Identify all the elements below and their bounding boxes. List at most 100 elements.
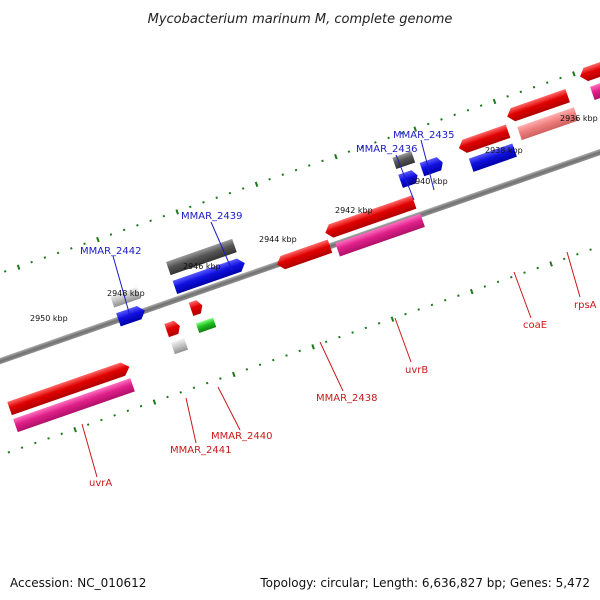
gene-label[interactable]: uvrB bbox=[405, 365, 428, 376]
scale-dot bbox=[523, 271, 526, 274]
scale-dot bbox=[506, 95, 509, 98]
gene-MMAR_2435[interactable] bbox=[419, 156, 445, 177]
scale-dot bbox=[272, 358, 275, 362]
scale-dot bbox=[30, 260, 33, 264]
lower-scale-dots bbox=[7, 248, 592, 454]
gene-coaE-blue[interactable] bbox=[468, 143, 517, 172]
gene-MMAR_2436-blue[interactable] bbox=[398, 169, 420, 188]
scale-dot bbox=[43, 256, 47, 259]
scale-dot bbox=[241, 187, 245, 190]
scale-dot bbox=[122, 228, 126, 232]
scale-dot bbox=[404, 312, 407, 316]
gene-MMAR_2440[interactable] bbox=[195, 317, 217, 333]
scale-major-tick bbox=[492, 98, 497, 105]
scale-dot bbox=[351, 331, 354, 334]
scale-dot bbox=[228, 191, 232, 195]
scale-dot bbox=[324, 340, 328, 343]
scale-dot bbox=[126, 409, 130, 413]
scale-dot bbox=[113, 414, 116, 417]
scale-dot bbox=[162, 214, 166, 218]
genome-strand-group bbox=[0, 56, 600, 454]
gene-coaE[interactable] bbox=[457, 124, 511, 155]
gene-label[interactable]: MMAR_2441 bbox=[170, 445, 232, 456]
gene-right-red[interactable] bbox=[578, 56, 600, 83]
scale-major-tick bbox=[152, 399, 157, 405]
tick-label: 2948 kbp bbox=[107, 289, 145, 298]
scale-dot bbox=[189, 205, 192, 209]
gene-label[interactable]: rpsA bbox=[574, 300, 597, 311]
scale-major-tick bbox=[311, 344, 315, 350]
scale-dot bbox=[562, 257, 566, 261]
scale-dot bbox=[7, 450, 11, 454]
scale-major-tick bbox=[96, 236, 100, 243]
scale-dot bbox=[589, 248, 592, 251]
scale-dot bbox=[20, 446, 24, 449]
gene-labels-top: MMAR_2435 MMAR_2436 MMAR_2439 MMAR_2442 bbox=[80, 130, 455, 257]
tick-label: 2944 kbp bbox=[259, 235, 297, 244]
scale-dot bbox=[496, 280, 500, 284]
scale-dot bbox=[532, 85, 536, 89]
scale-major-tick bbox=[334, 154, 338, 160]
tick-label: 2950 kbp bbox=[30, 314, 68, 323]
gene-label[interactable]: MMAR_2435 bbox=[393, 130, 455, 141]
gene-label[interactable]: uvrA bbox=[89, 478, 112, 489]
gene-MMAR_2438[interactable] bbox=[275, 239, 333, 272]
gene-MMAR_2439-blue[interactable] bbox=[172, 256, 247, 295]
gene-pink-uvrA[interactable] bbox=[13, 378, 135, 433]
gene-left-edge-blue[interactable] bbox=[0, 380, 2, 399]
scale-dot bbox=[387, 136, 390, 140]
gene-label[interactable]: MMAR_2439 bbox=[181, 211, 243, 222]
gene-MMAR_2442-blue[interactable] bbox=[116, 304, 147, 327]
scale-dot bbox=[457, 294, 460, 297]
gene-label[interactable]: MMAR_2436 bbox=[356, 144, 418, 155]
gene-rpsA[interactable] bbox=[505, 88, 570, 123]
scale-dot bbox=[139, 404, 143, 408]
scale-dot bbox=[47, 437, 50, 440]
scale-dot bbox=[440, 118, 443, 121]
gene-MMAR_2436[interactable] bbox=[392, 151, 416, 170]
gene-MMAR_2442-box[interactable] bbox=[110, 287, 141, 308]
scale-dot bbox=[466, 108, 470, 112]
gene-label[interactable]: MMAR_2440 bbox=[211, 431, 273, 442]
scale-dot bbox=[215, 196, 218, 199]
scale-dot bbox=[179, 391, 183, 394]
gene-rpsA-salmon[interactable] bbox=[517, 107, 579, 141]
accession-label: Accession: NC_010612 bbox=[10, 576, 146, 590]
scale-dot bbox=[453, 113, 456, 117]
scale-dot bbox=[509, 275, 513, 279]
gene-small-red-1[interactable] bbox=[164, 319, 182, 338]
gene-MMAR_2439[interactable] bbox=[166, 238, 237, 276]
tick-labels: 2936 kbp 2938 kbp 2940 kbp 2942 kbp 2944… bbox=[30, 114, 598, 323]
scale-dot bbox=[443, 299, 447, 302]
scale-dot bbox=[374, 141, 377, 144]
scale-major-tick bbox=[254, 181, 259, 188]
scale-major-tick bbox=[572, 71, 576, 77]
tick-label: 2946 kbp bbox=[183, 262, 221, 271]
gene-uvrB-pink[interactable] bbox=[335, 213, 425, 257]
tick-label: 2940 kbp bbox=[410, 177, 448, 186]
gene-label[interactable]: coaE bbox=[523, 320, 547, 331]
gene-small-red-2[interactable] bbox=[188, 299, 205, 316]
scale-major-tick bbox=[549, 261, 553, 267]
scale-dot bbox=[400, 131, 404, 135]
scale-dot bbox=[3, 270, 7, 273]
gene-MMAR_2441[interactable] bbox=[170, 338, 189, 355]
gene-uvrA[interactable] bbox=[7, 360, 132, 416]
scale-dot bbox=[545, 81, 549, 84]
tick-label: 2936 kbp bbox=[560, 114, 598, 123]
scale-dot bbox=[294, 168, 298, 172]
scale-major-tick bbox=[413, 126, 417, 132]
scale-dot bbox=[483, 285, 487, 288]
scale-major-tick bbox=[16, 264, 21, 270]
scale-major-tick bbox=[73, 426, 77, 433]
scale-dot bbox=[298, 349, 302, 353]
scale-dot bbox=[430, 303, 434, 307]
upper-scale-dots bbox=[3, 62, 600, 273]
scale-dot bbox=[149, 219, 152, 222]
gene-label[interactable]: MMAR_2438 bbox=[316, 393, 378, 404]
scale-dot bbox=[321, 159, 324, 163]
gene-uvrB[interactable] bbox=[323, 195, 417, 239]
gene-label[interactable]: MMAR_2442 bbox=[80, 246, 142, 257]
